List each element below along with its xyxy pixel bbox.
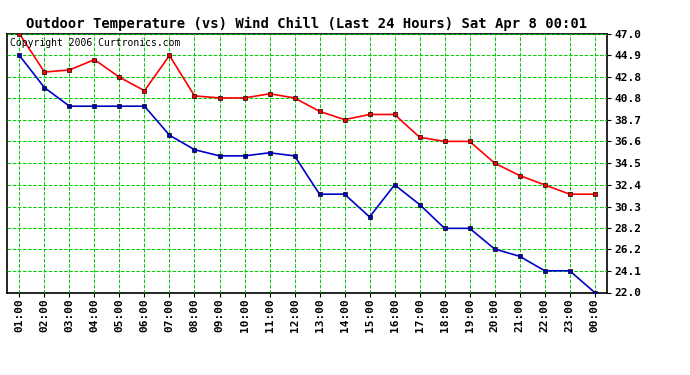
Title: Outdoor Temperature (vs) Wind Chill (Last 24 Hours) Sat Apr 8 00:01: Outdoor Temperature (vs) Wind Chill (Las… — [26, 17, 588, 31]
Text: Copyright 2006 Curtronics.com: Copyright 2006 Curtronics.com — [10, 38, 180, 48]
